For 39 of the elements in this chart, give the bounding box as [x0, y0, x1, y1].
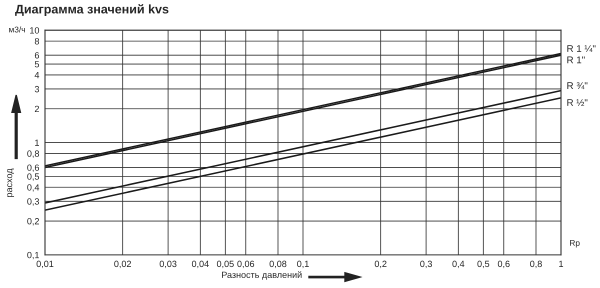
text: м3/ч	[9, 26, 25, 32]
x-axis-title: Разность давлений	[222, 271, 302, 280]
x-tick-label: 0,5	[477, 260, 490, 268]
x-tick-label: 0,3	[420, 260, 432, 268]
y-tick-label: 2	[34, 106, 39, 112]
x-tick-label: 0,4	[452, 260, 464, 268]
series-label: R ½"	[567, 99, 588, 106]
x-tick-label: 0,01	[36, 260, 54, 268]
y-tick-label: 3	[34, 86, 40, 92]
text: Rp	[570, 240, 580, 248]
x-tick-label: 0,05	[216, 260, 234, 268]
y-tick-label: 0,6	[27, 164, 40, 172]
y-tick-label: 8	[34, 38, 40, 44]
y-tick-label: 0,8	[27, 150, 40, 158]
series-label: R 1"	[567, 56, 585, 64]
x-tick-label: 0,08	[270, 260, 286, 268]
x-tick-label: 0,8	[530, 260, 542, 268]
y-tick-label: 5	[34, 61, 40, 68]
y-tick-label: 6	[34, 52, 40, 59]
series-label: R 1 ¼"	[567, 45, 596, 52]
x-tick-label: 1	[559, 260, 564, 267]
y-tick-label: 0,3	[27, 198, 40, 206]
x-tick-label: 0,1	[297, 260, 309, 268]
chart-title: Диаграмма значений kvs	[15, 4, 168, 16]
x-tick-label: 0,2	[374, 260, 386, 268]
y-tick-label: 10	[30, 27, 40, 34]
x-tick-label: 0,02	[114, 260, 131, 268]
x-tick-label: 0,6	[498, 260, 510, 268]
y-tick-label: 0,5	[27, 173, 40, 181]
y-tick-label: 4	[34, 72, 40, 78]
y-axis-title: расход	[7, 168, 14, 197]
x-tick-label: 0,03	[160, 260, 176, 268]
y-tick-label: 1	[35, 140, 40, 146]
series-label: R ¾"	[567, 82, 588, 90]
x-tick-label: 0,06	[237, 260, 254, 268]
y-tick-label: 0,1	[27, 252, 40, 260]
x-tick-label: 0,04	[192, 260, 209, 268]
y-tick-label: 0,4	[27, 184, 40, 192]
y-tick-label: 0,2	[27, 218, 39, 226]
